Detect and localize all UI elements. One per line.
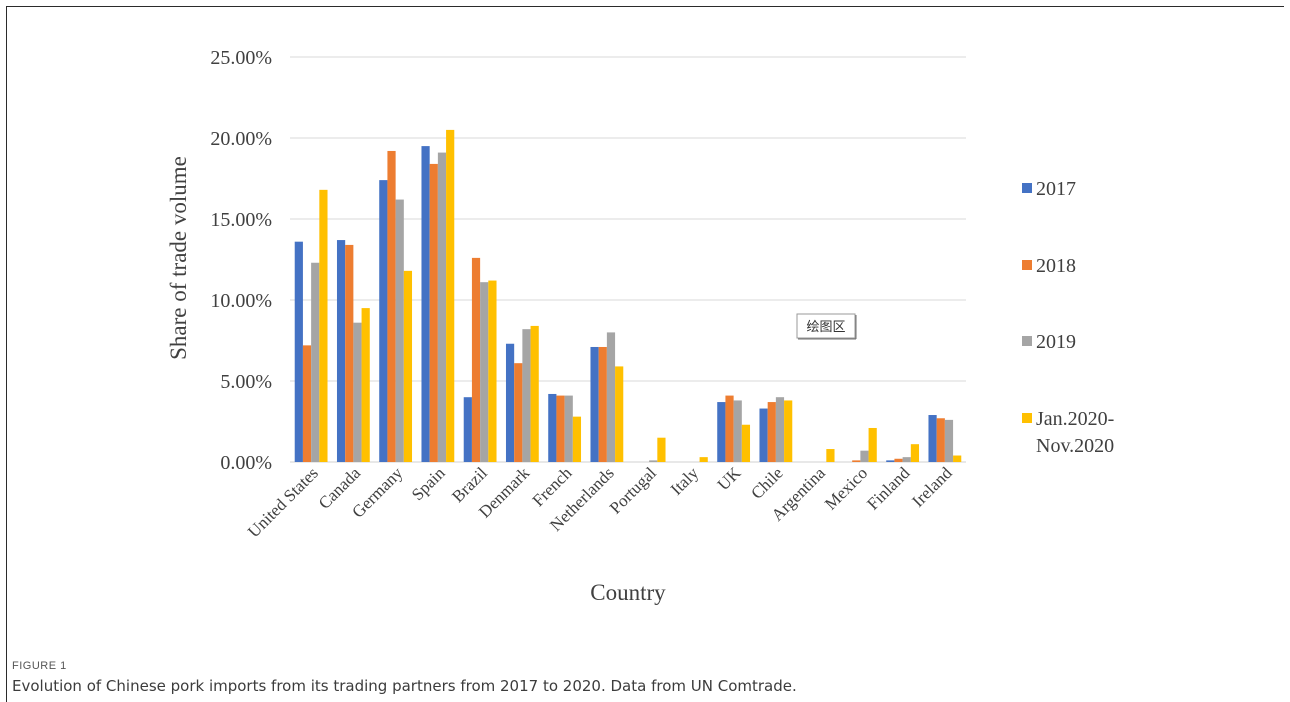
bar bbox=[471, 257, 481, 462]
legend-label: Jan.2020-Nov.2020 bbox=[1036, 408, 1114, 457]
bar bbox=[403, 270, 413, 462]
x-tick-label: Finland bbox=[863, 463, 914, 514]
frame-border-left bbox=[6, 6, 7, 702]
bar bbox=[902, 457, 911, 462]
x-tick-label: United States bbox=[244, 463, 322, 541]
bars bbox=[294, 129, 962, 463]
bar bbox=[767, 402, 776, 462]
bar bbox=[530, 325, 539, 462]
bar bbox=[319, 189, 328, 462]
x-axis-label: Country bbox=[590, 580, 666, 605]
bar bbox=[615, 366, 624, 462]
legend-label: 2019 bbox=[1036, 331, 1076, 353]
bar bbox=[311, 262, 320, 462]
bar bbox=[421, 146, 430, 462]
bar bbox=[564, 395, 573, 462]
bar bbox=[886, 460, 895, 462]
bar bbox=[953, 455, 962, 462]
bar bbox=[733, 400, 742, 462]
bar bbox=[759, 408, 768, 462]
x-tick-label: UK bbox=[714, 463, 745, 494]
bar bbox=[717, 402, 726, 462]
bar bbox=[572, 416, 582, 462]
bar bbox=[775, 397, 785, 462]
x-tick-label: Mexico bbox=[821, 463, 871, 513]
bar bbox=[446, 129, 455, 462]
gridlines bbox=[290, 56, 966, 463]
legend-label: 2018 bbox=[1036, 255, 1076, 277]
x-tick-label: Portugal bbox=[606, 463, 660, 517]
bar bbox=[437, 152, 447, 462]
bar bbox=[294, 241, 303, 462]
bar bbox=[784, 400, 793, 462]
legend-swatch bbox=[1022, 336, 1032, 346]
bar bbox=[463, 397, 472, 462]
bar bbox=[598, 346, 607, 462]
bar bbox=[361, 308, 370, 462]
bar bbox=[699, 457, 708, 462]
frame-border-top bbox=[6, 6, 1284, 7]
plot-area-annotation: 绘图区 bbox=[796, 313, 857, 340]
bar bbox=[928, 415, 937, 462]
bar bbox=[514, 363, 523, 462]
legend: 2017 2018 2019 Jan.2020-Nov.2020 bbox=[1022, 178, 1114, 457]
figure-label: FIGURE 1 bbox=[12, 660, 67, 672]
y-tick-label: 10.00% bbox=[210, 290, 272, 312]
legend-swatch bbox=[1022, 183, 1032, 193]
y-tick-label: 25.00% bbox=[210, 47, 272, 69]
bar bbox=[505, 343, 515, 462]
bar bbox=[548, 393, 557, 462]
bar bbox=[302, 345, 312, 462]
bar bbox=[345, 244, 354, 462]
bar bbox=[556, 395, 565, 462]
bar bbox=[480, 282, 489, 462]
x-tick-label: Ireland bbox=[908, 463, 956, 511]
x-tick-label: Italy bbox=[667, 463, 703, 499]
legend-swatch bbox=[1022, 413, 1032, 423]
bar bbox=[894, 458, 903, 462]
legend-label: 2017 bbox=[1036, 178, 1076, 200]
figure-caption: Evolution of Chinese pork imports from i… bbox=[12, 677, 797, 695]
bar bbox=[657, 437, 666, 462]
annotation-box bbox=[796, 313, 856, 339]
bar bbox=[649, 460, 658, 462]
bar bbox=[353, 322, 362, 462]
bar bbox=[944, 419, 954, 462]
figure-frame bbox=[6, 6, 1284, 702]
legend-swatch bbox=[1022, 260, 1032, 270]
bar bbox=[590, 346, 599, 462]
bar bbox=[741, 424, 751, 462]
bar bbox=[725, 395, 734, 462]
y-axis-label: Share of trade volume bbox=[166, 156, 191, 360]
bar bbox=[868, 427, 877, 462]
annotation-text: 绘图区 bbox=[806, 320, 845, 335]
y-tick-label: 0.00% bbox=[220, 452, 272, 474]
x-tick-label: Spain bbox=[408, 463, 449, 504]
y-tick-label: 5.00% bbox=[220, 371, 272, 393]
bar bbox=[860, 450, 869, 462]
bar bbox=[606, 332, 616, 462]
y-tick-labels: 0.00% 5.00% 10.00% 15.00% 20.00% 25.00% bbox=[210, 47, 272, 474]
bar bbox=[910, 444, 920, 462]
bar bbox=[336, 240, 346, 462]
bar bbox=[936, 418, 945, 462]
bar bbox=[522, 329, 531, 462]
bar bbox=[395, 199, 404, 462]
bar bbox=[429, 163, 438, 463]
bar bbox=[826, 449, 835, 462]
bar bbox=[379, 180, 388, 462]
y-tick-label: 20.00% bbox=[210, 128, 272, 150]
bar bbox=[387, 150, 396, 462]
bar bbox=[488, 280, 497, 462]
y-tick-label: 15.00% bbox=[210, 209, 272, 231]
bar bbox=[852, 460, 861, 462]
